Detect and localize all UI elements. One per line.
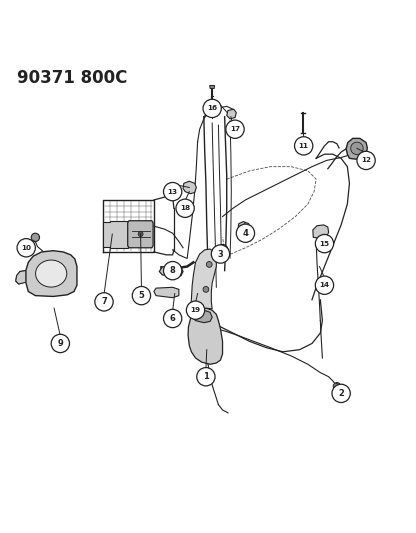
Text: 13: 13 [168, 189, 178, 195]
Circle shape [357, 151, 375, 169]
Text: 2: 2 [338, 389, 344, 398]
Circle shape [17, 239, 35, 257]
Polygon shape [238, 222, 250, 231]
Text: 7: 7 [101, 297, 107, 306]
Text: 16: 16 [207, 106, 217, 111]
Circle shape [176, 199, 194, 217]
Polygon shape [183, 181, 196, 193]
Circle shape [31, 233, 40, 241]
Text: 4: 4 [243, 229, 248, 238]
Circle shape [186, 301, 205, 319]
Text: 11: 11 [299, 143, 309, 149]
Circle shape [132, 286, 151, 305]
Polygon shape [26, 251, 77, 296]
Ellipse shape [351, 142, 363, 155]
Text: 10: 10 [21, 245, 31, 251]
Circle shape [203, 315, 209, 322]
Circle shape [226, 120, 244, 139]
Circle shape [138, 231, 143, 237]
Polygon shape [227, 109, 236, 119]
Polygon shape [154, 287, 179, 298]
Polygon shape [191, 310, 212, 322]
Circle shape [163, 309, 182, 328]
Circle shape [203, 286, 209, 292]
Polygon shape [210, 85, 215, 88]
Circle shape [332, 384, 350, 402]
Circle shape [295, 136, 313, 155]
Circle shape [315, 235, 334, 253]
Polygon shape [346, 139, 367, 159]
Text: 6: 6 [170, 314, 176, 323]
Text: 5: 5 [139, 291, 144, 300]
Circle shape [236, 224, 255, 243]
Circle shape [203, 99, 221, 118]
Text: 8: 8 [170, 266, 176, 275]
Circle shape [211, 245, 230, 263]
Circle shape [197, 368, 215, 386]
Circle shape [51, 334, 69, 353]
Text: 1: 1 [203, 372, 209, 381]
Ellipse shape [35, 260, 67, 287]
Text: 12: 12 [361, 157, 371, 164]
Text: 14: 14 [319, 282, 329, 288]
Text: 9: 9 [57, 339, 63, 348]
Circle shape [315, 276, 334, 294]
Circle shape [95, 293, 113, 311]
Circle shape [333, 383, 341, 390]
Circle shape [163, 182, 182, 201]
Polygon shape [313, 225, 329, 238]
Text: 17: 17 [230, 126, 240, 132]
Polygon shape [191, 249, 216, 312]
Polygon shape [159, 265, 183, 277]
Text: 18: 18 [180, 205, 190, 211]
Circle shape [217, 245, 228, 255]
Text: 15: 15 [319, 240, 329, 247]
Text: 19: 19 [191, 307, 201, 313]
Polygon shape [16, 271, 26, 284]
Text: 90371 800C: 90371 800C [17, 69, 127, 87]
Circle shape [163, 262, 182, 280]
Polygon shape [188, 308, 223, 364]
Polygon shape [128, 221, 153, 248]
Polygon shape [103, 221, 128, 248]
Text: 3: 3 [218, 249, 223, 259]
Circle shape [206, 262, 212, 268]
